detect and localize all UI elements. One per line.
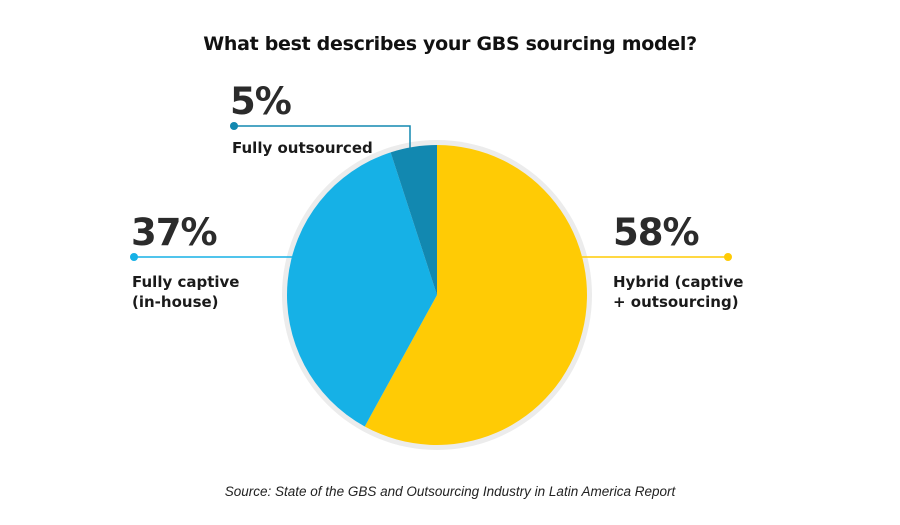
value-label-fully-outsourced: 5% (230, 80, 292, 123)
chart-title: What best describes your GBS sourcing mo… (203, 33, 697, 55)
leader-dot-fully-outsourced (230, 122, 238, 130)
slice-label-fully-captive-line1: Fully captive (132, 273, 240, 291)
slice-label-fully-outsourced: Fully outsourced (232, 139, 373, 157)
value-label-hybrid: 58% (613, 211, 700, 254)
slice-label-hybrid-line2: + outsourcing) (613, 293, 739, 311)
value-label-fully-captive: 37% (131, 211, 218, 254)
leader-dot-fully-captive (130, 253, 138, 261)
source-note: Source: State of the GBS and Outsourcing… (224, 484, 676, 499)
slice-label-hybrid-line1: Hybrid (captive (613, 273, 744, 291)
leader-dot-hybrid (724, 253, 732, 261)
slice-label-fully-captive-line2: (in-house) (132, 293, 219, 311)
pie-slice-hybrid-captive-outsourcing (364, 145, 587, 445)
pie-slice-fully-outsourced (390, 145, 437, 295)
leader-line-fully-outsourced (234, 125, 411, 150)
pie-slice-fully-captive-in-house (287, 152, 437, 427)
